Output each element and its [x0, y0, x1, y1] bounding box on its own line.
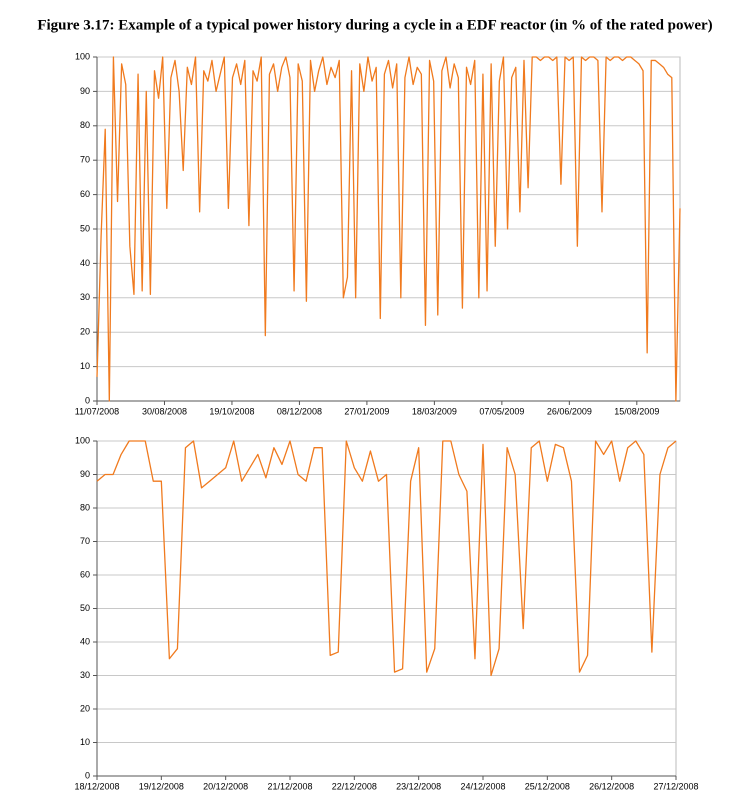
- y-tick-label: 100: [75, 435, 90, 445]
- x-tick-label: 15/08/2009: [614, 406, 659, 416]
- y-tick-label: 60: [80, 189, 90, 199]
- y-tick-label: 70: [80, 155, 90, 165]
- y-tick-label: 80: [80, 120, 90, 130]
- x-tick-label: 23/12/2008: [396, 781, 441, 791]
- x-tick-label: 07/05/2009: [479, 406, 524, 416]
- x-tick-label: 22/12/2008: [332, 781, 377, 791]
- y-tick-label: 0: [85, 770, 90, 780]
- figure-title: Figure 3.17: Example of a typical power …: [37, 17, 712, 33]
- x-tick-label: 18/03/2009: [412, 406, 457, 416]
- x-tick-label: 19/10/2008: [209, 406, 254, 416]
- x-tick-label: 21/12/2008: [267, 781, 312, 791]
- x-tick-label: 24/12/2008: [460, 781, 505, 791]
- y-tick-label: 20: [80, 703, 90, 713]
- y-tick-label: 30: [80, 292, 90, 302]
- x-tick-label: 08/12/2008: [277, 406, 322, 416]
- power-line: [96, 56, 681, 402]
- y-tick-label: 80: [80, 502, 90, 512]
- x-tick-label: 26/06/2009: [547, 406, 592, 416]
- x-tick-label: 26/12/2008: [589, 781, 634, 791]
- y-tick-label: 10: [80, 737, 90, 747]
- x-tick-label: 20/12/2008: [203, 781, 248, 791]
- x-tick-label: 27/01/2009: [344, 406, 389, 416]
- x-tick-label: 25/12/2008: [525, 781, 570, 791]
- y-tick-label: 50: [80, 603, 90, 613]
- x-tick-label: 27/12/2008: [653, 781, 698, 791]
- y-tick-label: 90: [80, 86, 90, 96]
- y-tick-label: 40: [80, 258, 90, 268]
- y-tick-label: 100: [75, 51, 90, 61]
- y-tick-label: 10: [80, 361, 90, 371]
- x-tick-label: 11/07/2008: [75, 406, 119, 416]
- y-tick-label: 90: [80, 469, 90, 479]
- x-tick-label: 18/12/2008: [74, 781, 119, 791]
- y-tick-label: 20: [80, 327, 90, 337]
- y-tick-label: 70: [80, 536, 90, 546]
- y-tick-label: 50: [80, 223, 90, 233]
- y-tick-label: 0: [85, 395, 90, 405]
- y-tick-label: 60: [80, 569, 90, 579]
- y-tick-label: 30: [80, 670, 90, 680]
- power-line: [96, 440, 677, 677]
- y-tick-label: 40: [80, 636, 90, 646]
- x-tick-label: 19/12/2008: [139, 781, 184, 791]
- x-tick-label: 30/08/2008: [142, 406, 187, 416]
